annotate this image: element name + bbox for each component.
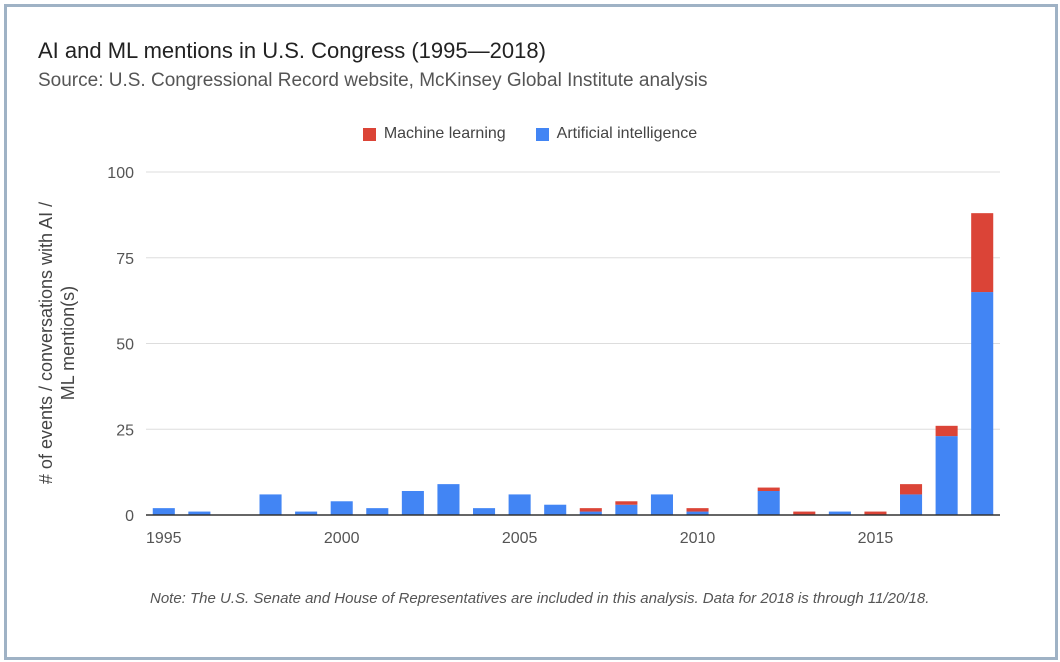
bar-artificial-intelligence-2001 [366,508,388,515]
bar-artificial-intelligence-2008 [615,505,637,515]
bar-machine-learning-2017 [936,426,958,436]
bar-artificial-intelligence-2006 [544,505,566,515]
bar-artificial-intelligence-1995 [153,508,175,515]
y-tick-label-0: 0 [125,508,134,525]
y-axis-label-line-2: ML mention(s) [58,286,78,400]
x-tick-label-1995: 1995 [146,530,182,547]
bar-machine-learning-2007 [580,508,602,511]
x-tick-label-2005: 2005 [502,530,538,547]
y-tick-label-100: 100 [107,165,134,182]
y-tick-label-50: 50 [116,337,134,354]
bar-artificial-intelligence-2003 [437,484,459,515]
bar-artificial-intelligence-2018 [971,292,993,515]
y-tick-label-75: 75 [116,251,134,268]
y-axis-label-line-1: # of events / conversations with AI / [36,202,56,484]
bar-machine-learning-2012 [758,488,780,491]
bar-artificial-intelligence-1998 [260,494,282,515]
x-tick-label-2015: 2015 [858,530,894,547]
bar-artificial-intelligence-2005 [509,494,531,515]
x-tick-label-2000: 2000 [324,530,360,547]
chart-note: Note: The U.S. Senate and House of Repre… [150,588,990,609]
bar-machine-learning-2010 [687,508,709,511]
bar-machine-learning-2018 [971,213,993,292]
bar-machine-learning-2016 [900,484,922,494]
bar-machine-learning-2008 [615,501,637,504]
bar-artificial-intelligence-2016 [900,494,922,515]
bar-artificial-intelligence-2000 [331,501,353,515]
bar-artificial-intelligence-2002 [402,491,424,515]
bar-artificial-intelligence-2012 [758,491,780,515]
bar-artificial-intelligence-2004 [473,508,495,515]
x-tick-label-2010: 2010 [680,530,716,547]
bar-artificial-intelligence-2017 [936,436,958,515]
y-tick-label-25: 25 [116,422,134,439]
bar-artificial-intelligence-2009 [651,494,673,515]
